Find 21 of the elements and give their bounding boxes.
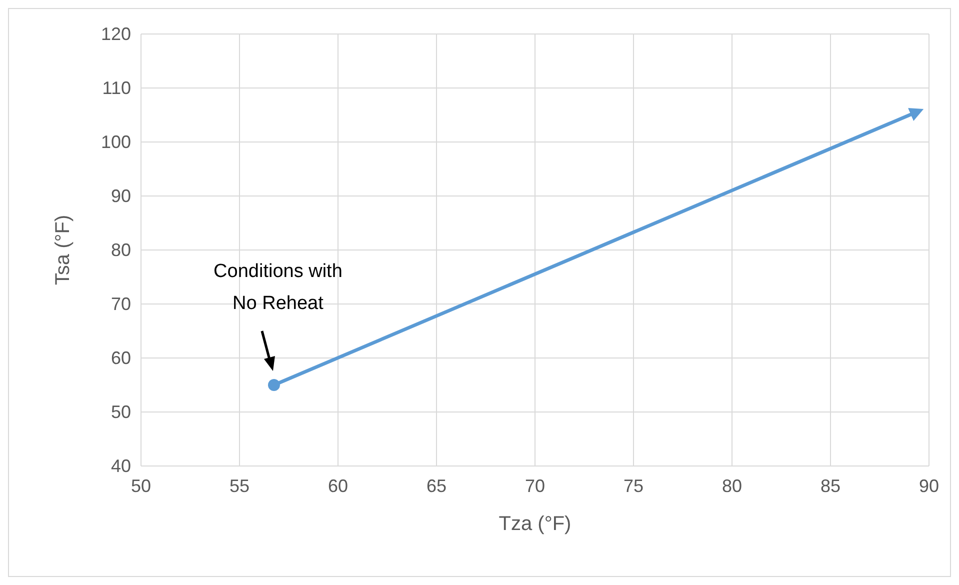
x-tick-label: 50 bbox=[130, 476, 152, 496]
y-tick-label: 90 bbox=[110, 186, 131, 206]
x-tick-label: 75 bbox=[623, 476, 644, 496]
y-tick-label: 40 bbox=[110, 456, 131, 476]
x-tick-label: 55 bbox=[229, 476, 250, 496]
annotation: Conditions with No Reheat bbox=[214, 261, 342, 314]
x-axis-title: Tza (°F) bbox=[498, 513, 572, 535]
x-tick-label: 85 bbox=[820, 476, 841, 496]
y-tick-label: 70 bbox=[110, 294, 131, 314]
x-tick-label: 80 bbox=[722, 476, 742, 496]
x-tick-label: 90 bbox=[918, 476, 940, 496]
y-tick-label: 80 bbox=[110, 240, 131, 260]
x-tick-label: 65 bbox=[426, 476, 447, 496]
y-tick-label: 50 bbox=[110, 402, 131, 422]
x-tick-label: 60 bbox=[328, 476, 348, 496]
y-axis-title: Tsa (°F) bbox=[52, 214, 74, 286]
y-tick-label: 60 bbox=[110, 348, 131, 368]
y-tick-label: 120 bbox=[100, 24, 131, 44]
y-tick-label: 100 bbox=[100, 132, 131, 152]
x-tick-label: 70 bbox=[524, 476, 546, 496]
y-tick-label: 110 bbox=[102, 78, 131, 98]
